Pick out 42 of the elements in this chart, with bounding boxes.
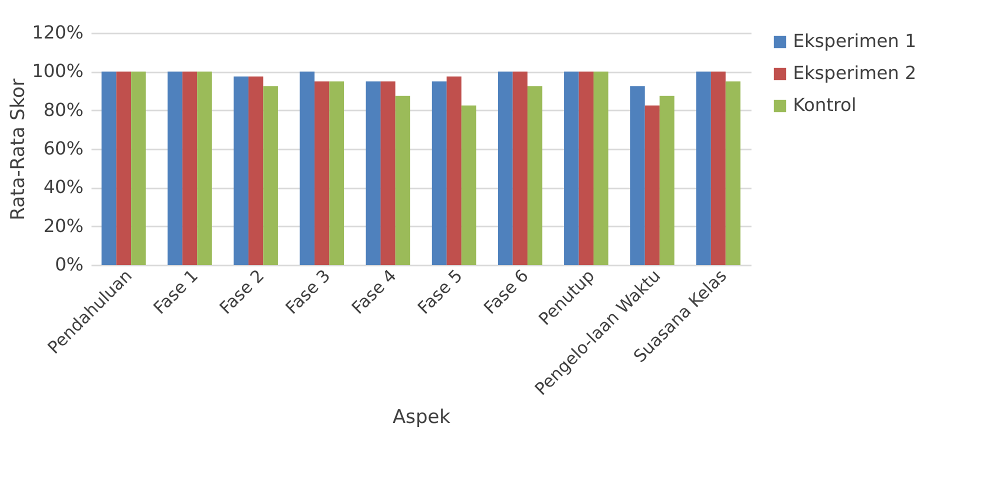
bar — [564, 72, 579, 265]
bar — [102, 72, 116, 265]
bar — [197, 72, 212, 265]
bar — [498, 72, 513, 265]
bar — [446, 76, 462, 265]
bar — [131, 72, 146, 265]
legend-label: Eksperimen 2 — [793, 63, 916, 84]
bar — [726, 81, 740, 265]
bar — [300, 72, 315, 265]
bar — [696, 72, 711, 265]
y-tick-label: 20% — [43, 216, 84, 237]
bar — [594, 72, 608, 265]
legend-label: Kontrol — [793, 95, 856, 116]
bar — [182, 72, 198, 265]
y-tick-label: 0% — [54, 254, 84, 276]
y-tick-label: 60% — [43, 138, 84, 160]
bar — [432, 81, 447, 265]
bar — [395, 96, 410, 265]
bar — [380, 81, 396, 265]
bar — [366, 81, 381, 265]
y-tick-label: 80% — [43, 100, 84, 121]
y-axis-title: Rata-Rata Skor — [7, 78, 30, 220]
bar — [248, 76, 264, 265]
bar — [314, 81, 330, 265]
bar — [527, 86, 542, 265]
y-tick-label: 120% — [32, 22, 84, 44]
x-axis-title: Aspek — [392, 406, 450, 428]
y-tick-label: 100% — [32, 61, 84, 82]
legend-label: Eksperimen 1 — [793, 31, 916, 52]
bar — [710, 72, 726, 265]
bar — [660, 96, 674, 265]
bar — [234, 76, 248, 265]
y-tick-label: 40% — [43, 177, 84, 198]
bar — [461, 106, 476, 265]
bar — [644, 106, 660, 265]
bar — [263, 86, 278, 265]
bar — [578, 72, 594, 265]
bar — [630, 86, 645, 265]
bar — [116, 72, 132, 265]
bar — [168, 72, 182, 265]
bar — [512, 72, 528, 265]
bar — [329, 81, 344, 265]
